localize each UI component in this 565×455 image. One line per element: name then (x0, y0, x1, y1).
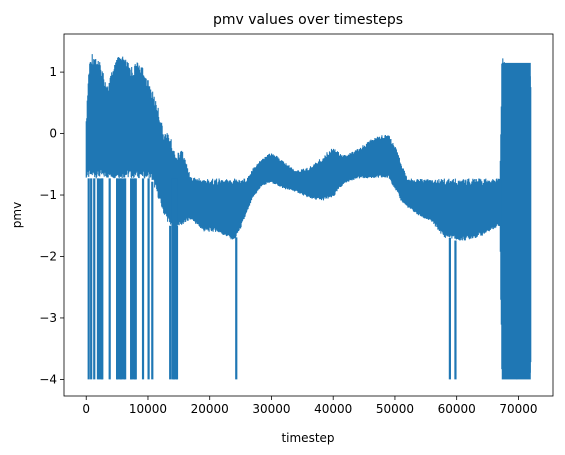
x-tick-label: 40000 (314, 402, 352, 416)
y-tick-label: 0 (49, 127, 57, 141)
pmv-dense-block (501, 62, 531, 380)
x-axis: 0 10000 20000 30000 40000 50000 60000 70000 (82, 396, 538, 416)
x-tick-label: 70000 (499, 402, 537, 416)
y-axis-title: pmv (10, 202, 24, 228)
y-axis: 1 0 −1 −2 −3 −4 (39, 65, 64, 386)
pmv-dense-block (98, 178, 103, 380)
pmv-series-line (85, 54, 532, 380)
y-tick-label: −1 (39, 188, 57, 202)
pmv-dense-block (130, 178, 137, 380)
x-tick-label: 60000 (438, 402, 476, 416)
series-layer (85, 54, 532, 380)
y-tick-label: −2 (39, 249, 57, 263)
x-tick-label: 50000 (376, 402, 414, 416)
pmv-dense-block (116, 178, 126, 380)
x-axis-title: timestep (281, 431, 334, 445)
x-tick-label: 20000 (191, 402, 229, 416)
chart-title: pmv values over timesteps (213, 12, 403, 28)
pmv-dense-block (171, 178, 178, 380)
x-tick-label: 10000 (129, 402, 167, 416)
y-tick-label: −4 (39, 372, 57, 386)
x-tick-label: 0 (82, 402, 90, 416)
x-tick-label: 30000 (252, 402, 290, 416)
y-tick-label: −3 (39, 311, 57, 325)
plot-frame (63, 33, 554, 397)
y-tick-label: 1 (49, 65, 57, 79)
